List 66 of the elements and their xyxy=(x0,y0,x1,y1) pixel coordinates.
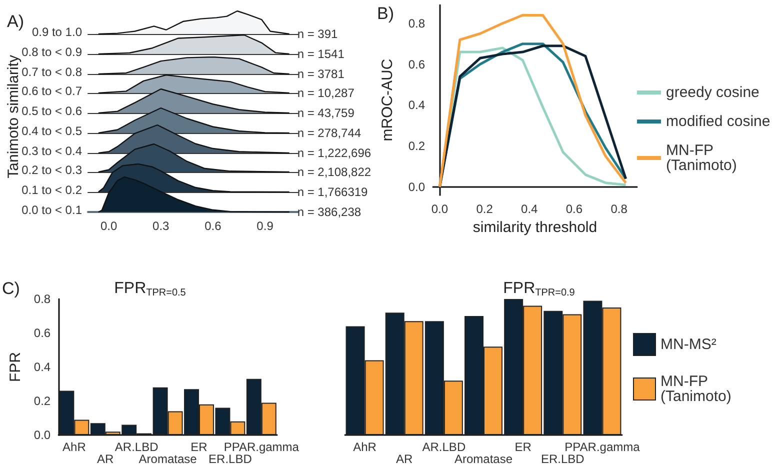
x-tick-label: AR xyxy=(97,452,114,465)
annotation: n = 1,766319 xyxy=(297,185,368,199)
annotation: n = 3781 xyxy=(297,67,345,81)
y-axis-title: mROC-AUC xyxy=(379,58,396,142)
y-axis-title: Tanimoto similarity xyxy=(5,54,22,178)
series-label: 0.2 to < 0.3 xyxy=(22,163,82,177)
x-tick-label: 0.0 xyxy=(100,219,118,233)
x-tick-label: 0.8 xyxy=(610,202,628,216)
y-tick-label: 0.4 xyxy=(34,360,51,374)
x-tick-label: AR.LBD xyxy=(422,440,466,454)
annotation: n = 2,108,822 xyxy=(297,165,372,179)
annotation: n = 43,759 xyxy=(297,106,355,120)
annotation: n = 386,238 xyxy=(297,205,362,219)
y-tick-label: 0.2 xyxy=(34,394,51,408)
x-axis-title: similarity threshold xyxy=(472,219,598,236)
legend-label: MN-FP (Tanimoto) xyxy=(660,373,732,405)
series-label: 0.5 to < 0.6 xyxy=(22,104,82,118)
y-axis-title: FPR xyxy=(7,352,24,382)
x-tick-label: 0.4 xyxy=(521,202,538,216)
annotation: n = 1,222,696 xyxy=(297,146,372,160)
y-tick-label: 0.6 xyxy=(34,326,51,340)
text: C) xyxy=(2,279,20,298)
y-tick-label: 0.8 xyxy=(34,292,51,306)
series-label: 0.3 to < 0.4 xyxy=(22,144,82,158)
series-label: 0.1 to < 0.2 xyxy=(22,183,82,197)
legend-label: MN-MS² xyxy=(660,336,716,353)
series-label: 0.4 to < 0.5 xyxy=(22,124,82,138)
y-tick-label: 0.0 xyxy=(34,428,51,442)
legend-label: greedy cosine xyxy=(666,84,760,101)
annotation: n = 278,744 xyxy=(297,126,362,140)
y-tick-label: 0.2 xyxy=(408,139,426,154)
x-tick-label: Aromatase xyxy=(138,452,198,465)
chart-title: A) xyxy=(7,12,24,31)
y-tick-label: 0.8 xyxy=(408,16,426,30)
annotation: n = 1541 xyxy=(297,47,345,61)
x-tick-label: 0.6 xyxy=(566,202,583,216)
x-tick-label: PPAR.gamma xyxy=(564,440,640,454)
y-tick-label: 0.0 xyxy=(408,180,426,194)
x-tick-label: 0.6 xyxy=(204,219,222,233)
x-tick-label: ER.LBD xyxy=(540,452,585,465)
annotation: n = 10,287 xyxy=(297,86,355,100)
x-tick-label: 0.2 xyxy=(476,202,494,216)
x-tick-label: ER xyxy=(190,440,208,454)
x-tick-label: AhR xyxy=(62,440,86,454)
series-label: 0.8 to < 0.9 xyxy=(22,45,82,59)
x-tick-label: AhR xyxy=(353,440,377,454)
x-tick-label: AR xyxy=(396,452,414,465)
series-label: 0.6 to < 0.7 xyxy=(22,84,82,98)
annotation: n = 391 xyxy=(297,27,338,41)
x-tick-label: ER.LBD xyxy=(208,452,252,465)
y-tick-label: 0.4 xyxy=(408,98,426,112)
x-tick-label: 0.0 xyxy=(431,202,448,216)
x-tick-label: Aromatase xyxy=(454,452,513,465)
x-tick-label: 0.3 xyxy=(152,219,170,233)
legend-label: modified cosine xyxy=(666,113,770,130)
series-label: 0.7 to < 0.8 xyxy=(22,65,82,79)
line-series xyxy=(438,14,628,188)
x-tick-label: ER xyxy=(514,440,532,454)
legend-label: MN-FP (Tanimoto) xyxy=(666,142,737,174)
series-label: 0.9 to 1.0 xyxy=(32,25,82,39)
y-tick-label: 0.6 xyxy=(408,57,426,72)
x-tick-label: AR.LBD xyxy=(114,440,159,454)
x-tick-label: 0.9 xyxy=(256,219,274,233)
x-tick-label: PPAR.gamma xyxy=(224,440,300,454)
chart-title: B) xyxy=(377,4,394,23)
series-label: 0.0 to < 0.1 xyxy=(22,203,82,217)
